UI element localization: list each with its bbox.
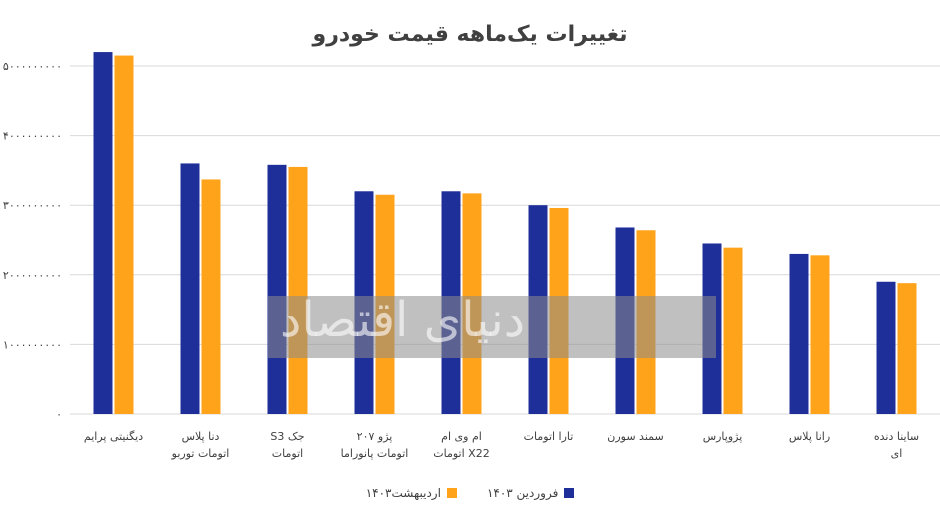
x-tick-label: ای [891,447,903,460]
x-tick-label: ام وی ام [441,430,482,443]
bar-series-1 [876,281,896,414]
bar-series-2 [114,55,134,415]
x-tick-label: پژو ۲۰۷ [357,430,393,443]
bar-series-1 [789,253,809,414]
x-tick-label: دیگنیتی پرایم [84,430,143,443]
x-tick-label: ساینا دنده [874,430,919,443]
y-tick-label: ۳۰۰۰۰۰۰۰۰۰ [3,199,62,212]
y-tick-label: ۱۰۰۰۰۰۰۰۰۰ [3,338,62,351]
bar-series-2 [288,166,308,414]
bar-series-1 [93,52,113,415]
bar-chart: ۰ ۱۰۰۰۰۰۰۰۰۰ ۲۰۰۰۰۰۰۰۰۰ ۳۰۰۰۰۰۰۰۰۰ ۴۰۰۰۰۰۰۰۰… [3,52,940,460]
legend-item-series-1: فروردین ۱۴۰۳ [486,486,575,500]
x-tick-label: اتومات توربو [171,447,230,460]
x-tick-label: اتومات پانوراما [341,447,409,460]
legend-swatch-series-1 [564,488,575,498]
x-tick-label: اتومات [272,447,303,460]
bar-series-1 [180,163,200,414]
x-tick-label: تارا اتومات [524,430,574,443]
bar-series-2 [201,179,221,414]
x-tick-label: پژوپارس [703,430,743,443]
bar-series-2 [897,283,917,414]
x-tick-label: رانا پلاس [789,430,830,443]
legend-swatch-series-2 [446,488,457,498]
x-tick-label: X22 اتومات [433,447,489,460]
y-tick-label: ۵۰۰۰۰۰۰۰۰۰ [3,60,62,73]
watermark-band [268,296,716,358]
chart-title: تغییرات یک‌ماهه قیمت خودرو [312,22,628,47]
legend-item-series-2: اردیبهشت۱۴۰۳ [366,486,457,500]
y-tick-label: ۲۰۰۰۰۰۰۰۰۰ [3,269,62,282]
x-tick-label: جک S3 [270,430,304,443]
watermark-text: دنیای اقتصاد [280,292,526,348]
x-tick-label: سمند سورن [607,430,663,443]
x-tick-label: دنا پلاس [182,430,220,443]
bar-series-2 [723,247,743,414]
y-tick-label: ۰ [56,408,62,421]
y-tick-label: ۴۰۰۰۰۰۰۰۰۰ [3,130,62,143]
bar-series-1 [267,164,287,414]
legend-label-series-1: فروردین ۱۴۰۳ [486,486,559,500]
legend-label-series-2: اردیبهشت۱۴۰۳ [365,486,441,500]
legend: فروردین ۱۴۰۳ اردیبهشت۱۴۰۳ [0,486,940,500]
bar-series-2 [810,255,830,414]
